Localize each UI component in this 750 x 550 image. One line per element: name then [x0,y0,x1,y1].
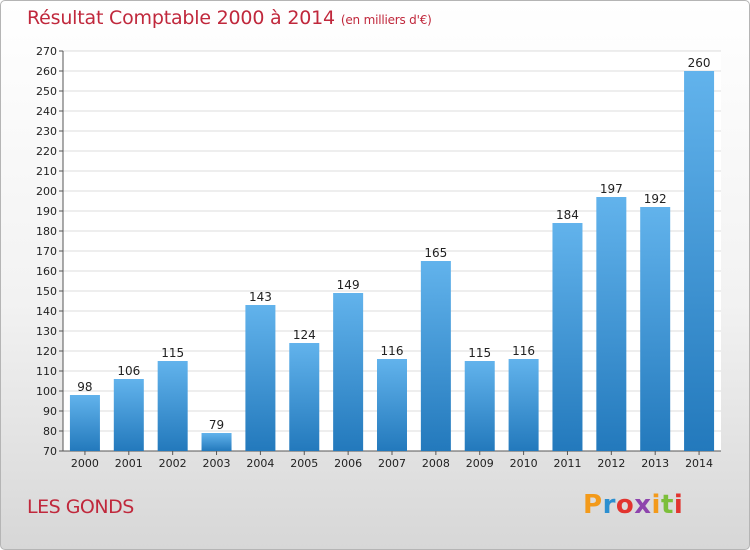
x-tick-label-2008: 2008 [422,457,450,470]
x-tick-label-2011: 2011 [553,457,581,470]
bar-2002 [157,361,188,451]
bar-2012 [596,197,627,451]
value-label-2005: 124 [293,328,316,342]
x-tick-label-2013: 2013 [641,457,669,470]
y-tick-label: 200 [36,185,57,198]
y-tick-label: 180 [36,225,57,238]
bar-2004 [245,305,276,451]
value-label-2000: 98 [77,380,92,394]
y-tick-label: 170 [36,245,57,258]
y-tick-label: 270 [36,45,57,58]
bar-2008 [420,261,451,451]
y-tick-label: 220 [36,145,57,158]
y-tick-label: 130 [36,325,57,338]
value-label-2010: 116 [512,344,535,358]
value-label-2008: 165 [424,246,447,260]
y-tick-label: 250 [36,85,57,98]
bar-2013 [640,207,671,451]
chart-title: Résultat Comptable 2000 à 2014 (en millie… [27,7,432,29]
y-tick-label: 160 [36,265,57,278]
y-tick-label: 150 [36,285,57,298]
bar-2010 [508,359,539,451]
bar-2009 [464,361,495,451]
bar-2005 [289,343,320,451]
bar-2000 [69,395,100,451]
y-tick-label: 140 [36,305,57,318]
x-tick-label-2006: 2006 [334,457,362,470]
value-label-2009: 115 [468,346,491,360]
x-tick-label-2002: 2002 [159,457,187,470]
value-label-2001: 106 [117,364,140,378]
value-label-2003: 79 [209,418,224,432]
x-tick-label-2005: 2005 [290,457,318,470]
x-tick-label-2012: 2012 [597,457,625,470]
x-tick-label-2000: 2000 [71,457,99,470]
value-label-2014: 260 [688,56,711,70]
proxiti-logo: Proxiti [583,490,683,520]
proxiti-logo-text: Proxiti [583,490,684,520]
chart-title-text: Résultat Comptable 2000 à 2014 [27,7,335,29]
value-label-2007: 116 [381,344,404,358]
commune-name: LES GONDS [27,496,134,518]
value-label-2011: 184 [556,208,579,222]
y-tick-label: 90 [43,405,57,418]
bar-2001 [113,379,144,451]
x-tick-label-2009: 2009 [466,457,494,470]
bar-2003 [201,433,232,451]
y-tick-label: 100 [36,385,57,398]
y-tick-label: 110 [36,365,57,378]
value-label-2006: 149 [337,278,360,292]
y-tick-label: 260 [36,65,57,78]
y-tick-label: 230 [36,125,57,138]
x-tick-label-2010: 2010 [510,457,538,470]
y-tick-label: 190 [36,205,57,218]
value-label-2002: 115 [161,346,184,360]
value-label-2004: 143 [249,290,272,304]
bar-2007 [377,359,407,451]
x-tick-label-2007: 2007 [378,457,406,470]
y-tick-label: 70 [43,445,57,458]
x-tick-label-2004: 2004 [246,457,274,470]
y-tick-label: 210 [36,165,57,178]
y-tick-label: 240 [36,105,57,118]
x-tick-label-2014: 2014 [685,457,713,470]
bar-2011 [552,223,583,451]
value-label-2013: 192 [644,192,667,206]
value-label-2012: 197 [600,182,623,196]
x-tick-label-2001: 2001 [115,457,143,470]
bar-2014 [684,71,715,451]
bar-2006 [333,293,364,451]
y-tick-label: 80 [43,425,57,438]
x-tick-label-2003: 2003 [203,457,231,470]
chart-subtitle: (en milliers d'€) [340,13,432,27]
y-tick-label: 120 [36,345,57,358]
